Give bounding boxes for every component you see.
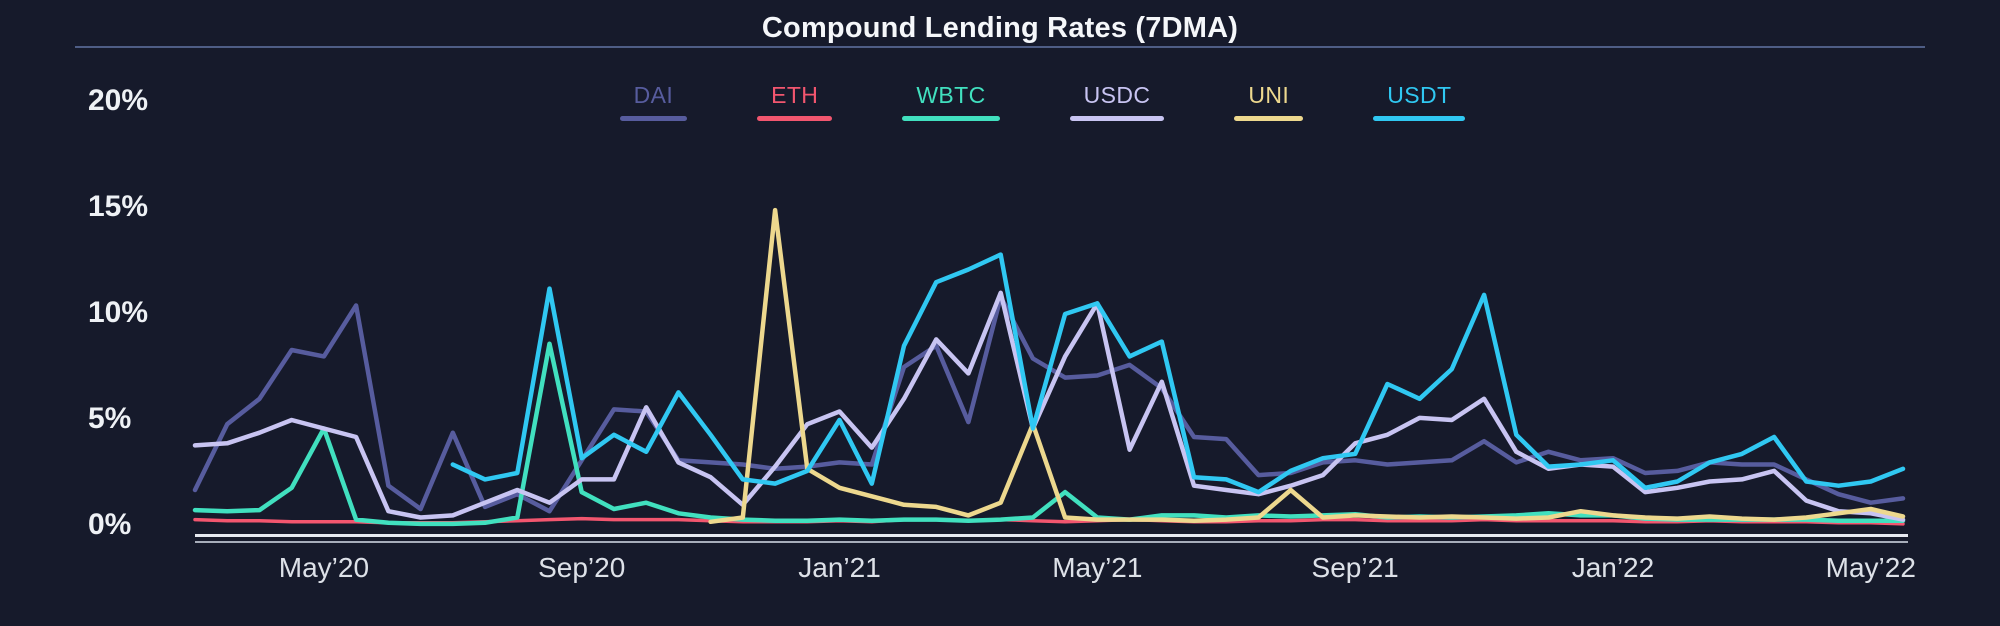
legend-item-uni[interactable]: UNI (1234, 82, 1304, 121)
legend-underline (1234, 116, 1304, 121)
legend-underline (619, 116, 688, 121)
legend-item-dai[interactable]: DAI (619, 82, 688, 121)
legend-label: DAI (633, 82, 674, 108)
x-tick-label: May’21 (1052, 552, 1143, 583)
legend-underline (757, 116, 833, 121)
legend-label: WBTC (916, 82, 986, 108)
legend-label: ETH (771, 82, 819, 108)
y-tick-label: 5% (88, 402, 132, 435)
x-tick-label: Jan’21 (798, 552, 881, 583)
y-tick-label: 10% (88, 296, 149, 329)
legend-underline (902, 116, 1000, 121)
x-tick-label: Jan’22 (1571, 552, 1655, 583)
legend-item-eth[interactable]: ETH (757, 82, 833, 121)
series-line-uni (708, 207, 1906, 525)
x-tick-label: May’20 (278, 552, 370, 583)
x-tick-label: Sep’20 (538, 552, 626, 583)
legend-label: UNI (1248, 82, 1290, 108)
legend-item-wbtc[interactable]: WBTC (902, 82, 1000, 121)
legend-label: USDT (1387, 82, 1452, 108)
legend-item-usdt[interactable]: USDT (1373, 82, 1466, 121)
legend: DAI ETH WBTC USDC UNI USDT (0, 82, 2000, 121)
y-tick-label: 15% (88, 190, 149, 223)
legend-underline (1069, 116, 1165, 121)
chart-title: Compound Lending Rates (7DMA) (761, 12, 1239, 44)
legend-underline (1373, 116, 1466, 121)
legend-label: USDC (1083, 82, 1151, 108)
x-tick-label: May’22 (1825, 552, 1916, 583)
title-separator (75, 46, 1925, 48)
series-line-usdt (450, 252, 1906, 495)
series-line-dai (192, 294, 1906, 514)
y-tick-label: 20% (88, 84, 149, 117)
x-tick-label: Sep’21 (1311, 552, 1399, 583)
series-line-usdc (192, 290, 1906, 522)
y-tick-label: 0% (88, 508, 132, 541)
legend-item-usdc[interactable]: USDC (1069, 82, 1165, 121)
